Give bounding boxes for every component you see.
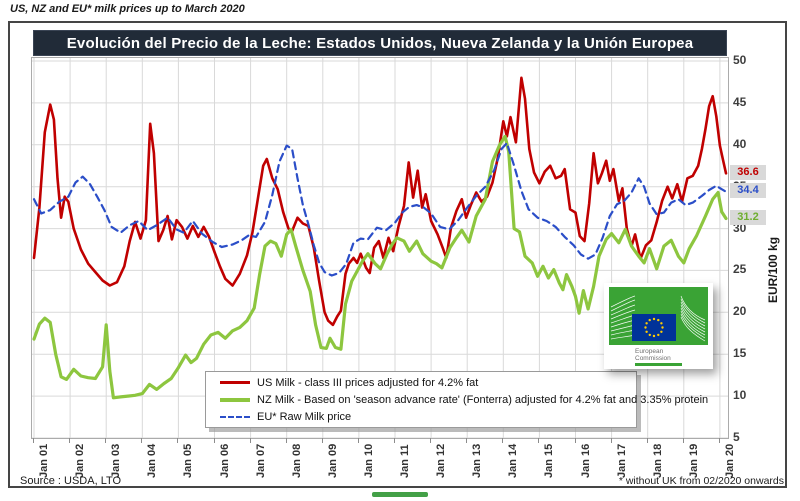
x-tick-mark — [177, 438, 179, 443]
x-tick-label: Jan 04 — [146, 443, 159, 478]
eu-flag-icon — [632, 314, 676, 341]
end-value-label: 31.2 — [730, 210, 766, 225]
x-tick-mark — [105, 438, 107, 443]
legend-label: US Milk - class III prices adjusted for … — [257, 376, 479, 389]
y-tick-label: 50 — [733, 52, 747, 67]
legend-line-swatch-icon — [220, 381, 250, 384]
x-tick-mark — [394, 438, 395, 443]
x-tick-mark — [33, 438, 34, 443]
x-tick-mark — [610, 438, 612, 443]
x-tick-mark — [682, 438, 684, 443]
y-tick-label: 15 — [733, 346, 747, 361]
x-tick-mark — [466, 438, 468, 443]
x-tick-label: Jan 17 — [615, 443, 628, 478]
y-axis-unit-label: EUR/100 kg — [766, 236, 780, 303]
x-tick-label: Jan 18 — [651, 443, 664, 478]
x-tick-label: Jan 05 — [182, 443, 195, 478]
legend-item: US Milk - class III prices adjusted for … — [220, 376, 636, 390]
x-tick-label: Jan 14 — [507, 443, 520, 478]
x-tick-label: Jan 02 — [74, 443, 87, 478]
source-note: Source : USDA, LTO — [20, 475, 122, 487]
y-tick-label: 20 — [733, 304, 747, 319]
x-tick-mark — [430, 438, 432, 443]
x-tick-mark — [213, 438, 215, 443]
x-tick-label: Jan 20 — [723, 443, 736, 478]
x-tick-mark — [285, 438, 287, 443]
x-tick-label: Jan 10 — [362, 443, 375, 478]
y-tick-label: 10 — [733, 388, 747, 403]
x-tick-mark — [502, 438, 504, 443]
chart-title: Evolución del Precio de la Leche: Estado… — [66, 34, 694, 52]
x-tick-mark — [646, 438, 648, 443]
x-tick-label: Jan 16 — [579, 443, 592, 478]
legend-item: EU* Raw Milk price — [220, 410, 636, 424]
x-tick-label: Jan 03 — [110, 443, 123, 478]
scrollbar-thumb[interactable] — [372, 492, 428, 497]
ec-logo-text: European Commission — [635, 348, 671, 362]
ec-logo-underline — [635, 363, 682, 366]
footnote: * without UK from 02/2020 onwards — [618, 475, 784, 487]
x-tick-label: Jan 11 — [399, 444, 411, 478]
x-tick-label: Jan 08 — [290, 443, 303, 478]
y-tick-label: 45 — [733, 94, 747, 109]
legend-line-swatch-icon — [220, 397, 250, 402]
y-tick-label: 5 — [733, 430, 740, 444]
x-tick-mark — [249, 438, 251, 443]
y-tick-label: 25 — [733, 262, 747, 277]
legend-item: NZ Milk - Based on 'season advance rate'… — [220, 393, 708, 407]
x-tick-label: Jan 07 — [254, 443, 267, 478]
x-tick-mark — [357, 438, 359, 443]
x-tick-mark — [69, 438, 71, 443]
header-note: US, NZ and EU* milk prices up to March 2… — [10, 3, 245, 15]
legend-label: EU* Raw Milk price — [257, 410, 352, 423]
legend-box: US Milk - class III prices adjusted for … — [205, 371, 708, 428]
x-tick-label: Jan 15 — [543, 443, 556, 478]
legend-line-swatch-icon — [220, 415, 250, 418]
x-tick-label: Jan 01 — [38, 443, 50, 478]
x-tick-mark — [718, 438, 720, 443]
legend-label: NZ Milk - Based on 'season advance rate'… — [257, 393, 709, 406]
x-tick-mark — [321, 438, 323, 443]
end-value-label: 34.4 — [730, 183, 766, 199]
x-tick-label: Jan 19 — [687, 443, 700, 478]
x-tick-label: Jan 09 — [326, 443, 339, 478]
x-tick-mark — [538, 438, 540, 443]
x-tick-mark — [141, 438, 143, 443]
x-tick-mark — [574, 438, 576, 443]
european-commission-logo: European Commission — [604, 283, 713, 369]
y-tick-label: 40 — [733, 136, 747, 151]
eu-stars-icon — [644, 317, 664, 338]
x-tick-label: Jan 13 — [471, 443, 484, 478]
end-value-label: 36.6 — [730, 164, 766, 180]
x-tick-label: Jan 06 — [218, 443, 231, 478]
x-tick-label: Jan 12 — [435, 443, 448, 478]
ec-logo-architecture-icon — [610, 295, 706, 342]
chart-title-bar: Evolución del Precio de la Leche: Estado… — [33, 30, 727, 56]
